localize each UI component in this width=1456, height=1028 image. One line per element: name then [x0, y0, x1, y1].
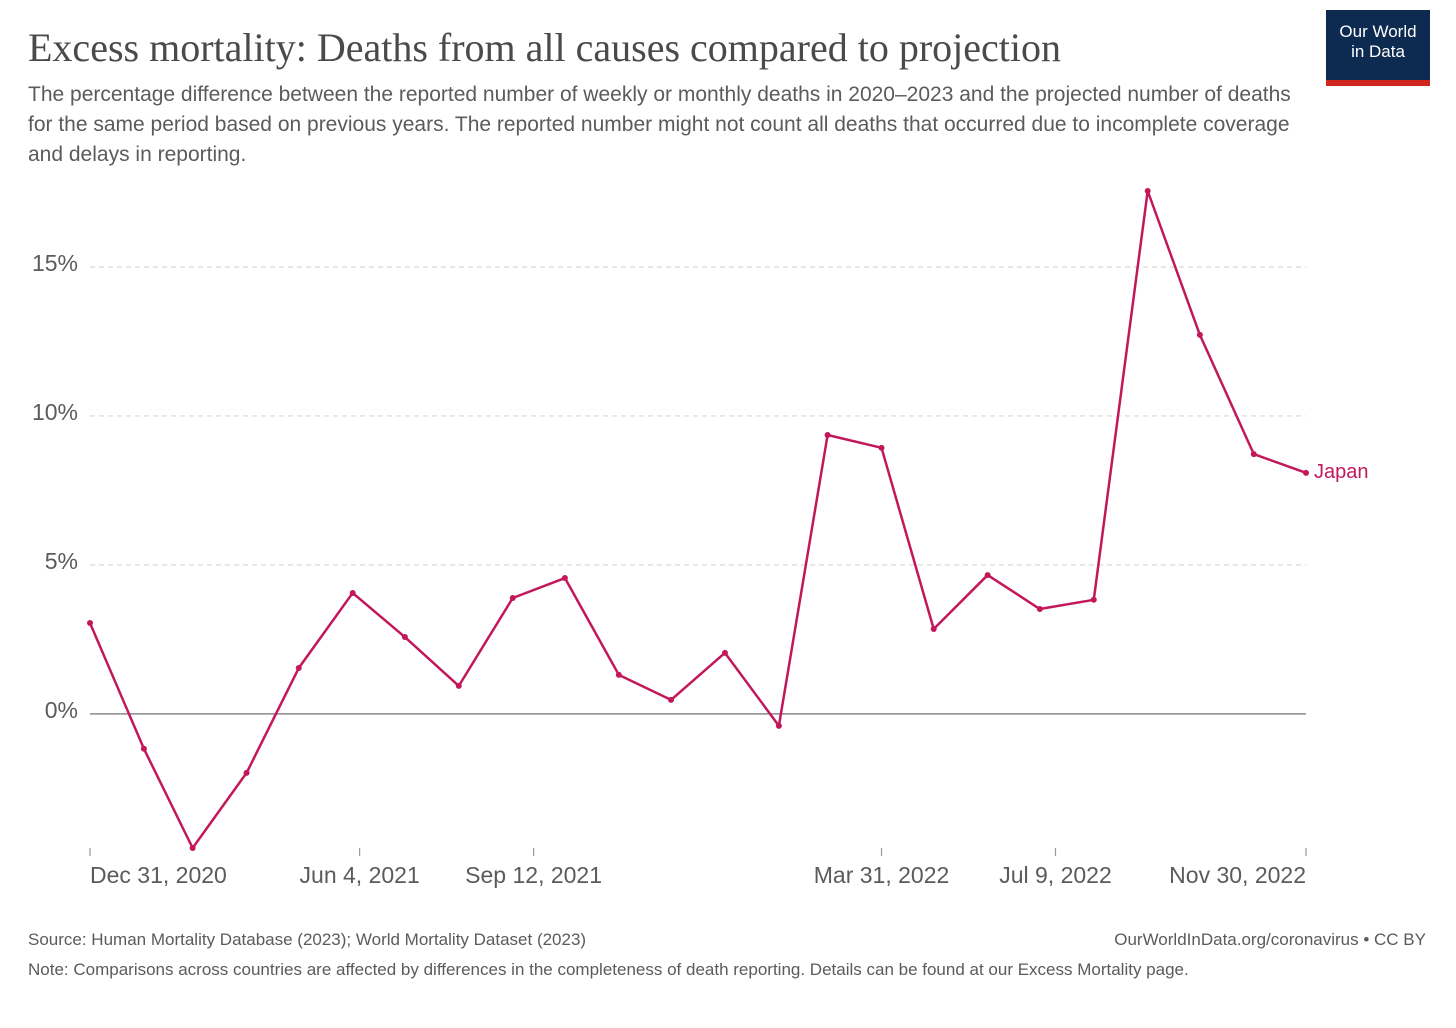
data-point [878, 444, 885, 451]
series-line [88, 189, 1307, 850]
note: Note: Comparisons across countries are a… [28, 960, 1189, 979]
data-point [349, 589, 356, 596]
y-tick-label: 5% [45, 548, 78, 574]
data-point [243, 769, 250, 776]
data-point [561, 575, 568, 582]
data-point [1144, 187, 1151, 194]
y-tick-label: 15% [32, 250, 78, 276]
chart: 0% 5% 10% 15% Dec 31, 2020 Jun 4, 2021 Sep 12,… [32, 187, 1369, 888]
data-point [1196, 331, 1203, 338]
data-point [824, 432, 831, 439]
chart-subtitle: The percentage difference between the re… [28, 83, 1291, 166]
data-point [668, 696, 675, 703]
data-point [984, 572, 991, 579]
series-label: Japan [1314, 461, 1369, 483]
x-tick-label: Dec 31, 2020 [90, 862, 227, 888]
data-point [401, 634, 408, 641]
x-tick-label: Jul 9, 2022 [999, 862, 1112, 888]
data-point [87, 620, 93, 627]
data-point [1036, 606, 1043, 613]
data-point [455, 682, 462, 689]
source-url[interactable]: OurWorldInData.org/coronavirus • CC BY [1114, 930, 1426, 949]
data-point [615, 671, 622, 678]
data-point [1250, 451, 1257, 458]
data-point [1090, 596, 1097, 603]
x-tick-label: Sep 12, 2021 [465, 862, 602, 888]
data-point [930, 625, 937, 632]
data-point [509, 595, 516, 602]
x-tick-label: Mar 31, 2022 [814, 862, 950, 888]
y-tick-label: 0% [45, 697, 78, 723]
data-point [775, 722, 782, 729]
data-point [721, 649, 728, 656]
y-tick-label: 10% [32, 399, 78, 425]
chart-title: Excess mortality: Deaths from all causes… [28, 25, 1062, 70]
data-point [140, 745, 147, 752]
data-point [1303, 469, 1309, 476]
data-point [295, 665, 302, 672]
x-tick-label: Jun 4, 2021 [300, 862, 420, 888]
source: Source: Human Mortality Database (2023);… [28, 930, 587, 949]
data-point [189, 845, 196, 851]
logo[interactable]: Our World in Data [1326, 10, 1430, 86]
x-tick-label: Nov 30, 2022 [1169, 862, 1306, 888]
